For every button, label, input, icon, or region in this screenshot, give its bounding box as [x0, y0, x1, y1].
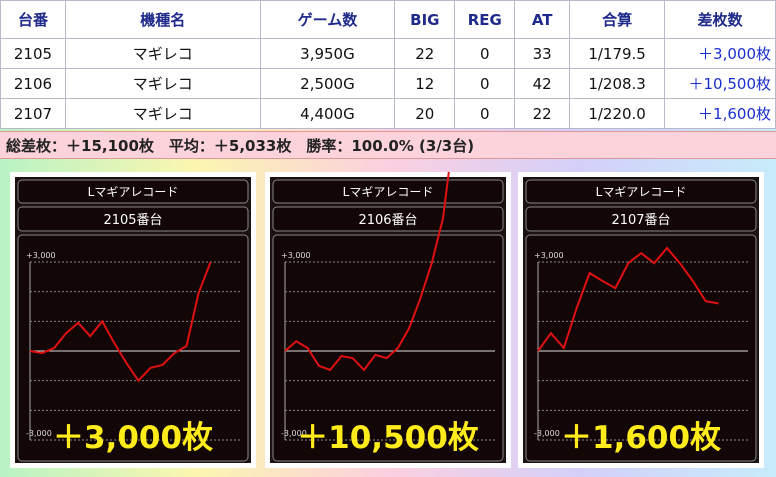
line-series	[537, 246, 719, 352]
cell: ＋1,600枚	[664, 98, 776, 129]
header-cell: 台番	[0, 0, 66, 39]
cell: 2107	[0, 98, 66, 129]
title-box	[17, 179, 249, 204]
cell: 3,950G	[259, 38, 396, 69]
cell: 0	[454, 68, 516, 99]
row: 2105 マギレコ 3,950G 22 0 33 1/179.5 ＋3,000枚	[0, 38, 776, 69]
data-table: 台番 機種名 ゲーム数 BIG REG AT 合算 差枚数 2105 マギレコ 3,950G 22 0…	[0, 0, 776, 129]
cell: 12	[394, 68, 456, 99]
cell: 1/179.5	[569, 38, 666, 69]
unit-box	[525, 206, 757, 232]
result-label: ＋3,000枚	[53, 420, 213, 456]
y-tick-label: +3,000	[281, 251, 311, 260]
y-tick-label: -3,000	[281, 429, 307, 438]
panel: Lマギアレコード 2105番台 +3,000 -3,000 ＋3,000枚	[10, 172, 256, 468]
panel: Lマギアレコード 2107番台 +3,000 -3,000 ＋1,600枚	[518, 172, 764, 468]
cell: 22	[514, 98, 571, 129]
header-cell: AT	[514, 0, 571, 39]
cell: ＋10,500枚	[664, 68, 776, 99]
machine-name: Lマギアレコード	[596, 185, 687, 199]
cell: 0	[454, 38, 516, 69]
row: 2107 マギレコ 4,400G 20 0 22 1/220.0 ＋1,600枚	[0, 98, 776, 129]
cell: 20	[394, 98, 456, 129]
cell: 33	[514, 38, 571, 69]
header-cell: ゲーム数	[259, 0, 396, 39]
unit-box	[272, 206, 504, 232]
header-cell: BIG	[394, 0, 456, 39]
y-tick-label: -3,000	[534, 429, 560, 438]
unit-name: 2107番台	[611, 213, 670, 228]
y-tick-label: +3,000	[534, 251, 564, 260]
machine-name: Lマギアレコード	[343, 185, 434, 199]
cell: 1/208.3	[569, 68, 666, 99]
cell: 22	[394, 38, 456, 69]
panel: Lマギアレコード 2106番台 +3,000 -3,000＋10,500枚	[265, 172, 511, 468]
cell: 1/220.0	[569, 98, 666, 129]
header-cell: 差枚数	[664, 0, 776, 39]
line-series	[29, 261, 212, 383]
cell: 42	[514, 68, 571, 99]
cell: マギレコ	[64, 38, 261, 69]
unit-name: 2105番台	[103, 213, 162, 228]
line-series	[284, 172, 450, 372]
header-cell: 機種名	[64, 0, 261, 39]
header-cell: 合算	[569, 0, 666, 39]
result-label: ＋10,500枚	[297, 420, 479, 456]
cell: 2106	[0, 68, 66, 99]
cell: 2,500G	[259, 68, 396, 99]
cell: 4,400G	[259, 98, 396, 129]
machine-name: Lマギアレコード	[88, 185, 179, 199]
header-cell: REG	[454, 0, 516, 39]
row: 2106 マギレコ 2,500G 12 0 42 1/208.3 ＋10,500枚	[0, 68, 776, 99]
cell: ＋3,000枚	[664, 38, 776, 69]
y-tick-label: +3,000	[26, 251, 56, 260]
unit-name: 2106番台	[358, 213, 417, 228]
cell: マギレコ	[64, 98, 261, 129]
cell: 2105	[0, 38, 66, 69]
title-box	[525, 179, 757, 204]
result-label: ＋1,600枚	[561, 420, 721, 456]
header-row: 台番 機種名 ゲーム数 BIG REG AT 合算 差枚数	[0, 0, 776, 39]
unit-box	[17, 206, 249, 232]
cell: マギレコ	[64, 68, 261, 99]
y-tick-label: -3,000	[26, 429, 52, 438]
summary: 総差枚：＋15,100枚 平均：＋5,033枚 勝率：100.0% (3/3台)	[0, 131, 776, 159]
cell: 0	[454, 98, 516, 129]
table-body: 2105 マギレコ 3,950G 22 0 33 1/179.5 ＋3,000枚 2106 マギレ…	[0, 38, 776, 129]
